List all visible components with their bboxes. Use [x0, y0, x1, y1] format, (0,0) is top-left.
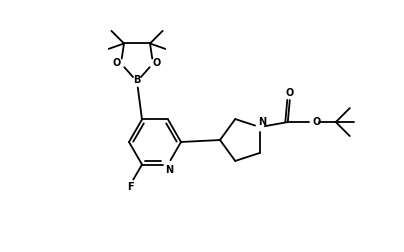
Text: O: O: [313, 117, 321, 127]
Text: O: O: [113, 58, 121, 69]
Text: F: F: [127, 182, 134, 192]
Text: O: O: [286, 88, 294, 98]
Text: N: N: [258, 117, 266, 127]
Text: O: O: [153, 58, 161, 69]
Text: N: N: [165, 165, 173, 175]
Text: B: B: [133, 76, 141, 85]
